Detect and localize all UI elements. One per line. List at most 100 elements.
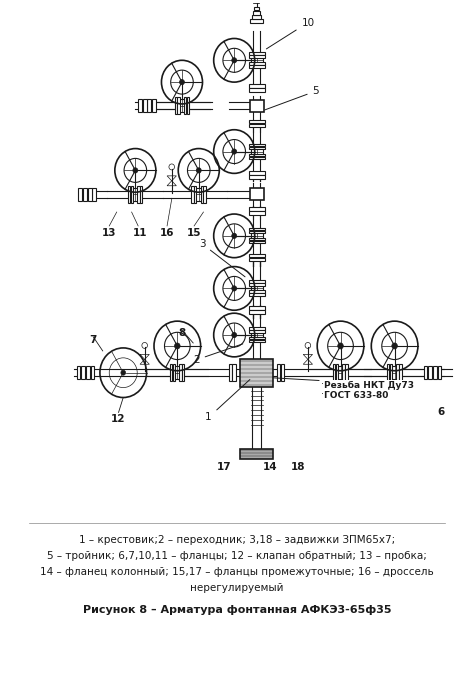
Bar — [251, 232, 263, 240]
Bar — [249, 254, 264, 257]
Bar — [240, 359, 273, 387]
Bar — [249, 290, 264, 293]
Text: Резьба НКТ Ду73
ГОСТ 633-80: Резьба НКТ Ду73 ГОСТ 633-80 — [324, 380, 414, 400]
Bar — [249, 284, 264, 286]
Bar — [249, 327, 264, 330]
Bar — [253, 11, 260, 15]
Bar — [251, 56, 263, 64]
Text: 14 – фланец колонный; 15,17 – фланцы промежуточные; 16 – дроссель: 14 – фланец колонный; 15,17 – фланцы про… — [40, 567, 434, 577]
Bar — [250, 188, 264, 200]
Bar — [228, 364, 232, 381]
Bar — [438, 366, 441, 379]
Bar — [337, 366, 344, 379]
Bar — [345, 364, 347, 381]
Bar — [249, 340, 264, 343]
Text: 3: 3 — [199, 239, 245, 277]
Bar — [249, 120, 264, 123]
Bar — [174, 97, 177, 114]
Bar — [249, 88, 264, 91]
Bar — [399, 364, 401, 381]
Bar — [131, 185, 133, 202]
Bar — [423, 366, 427, 379]
Bar — [179, 364, 182, 381]
Circle shape — [232, 58, 237, 63]
Bar — [249, 124, 264, 127]
Bar — [277, 364, 280, 381]
Bar — [191, 185, 194, 202]
Bar — [249, 238, 264, 240]
Circle shape — [133, 168, 138, 173]
Bar — [250, 19, 263, 22]
Bar — [249, 228, 264, 230]
Text: 14: 14 — [263, 462, 278, 472]
Bar — [250, 100, 264, 112]
Text: Рисунок 8 – Арматура фонтанная АФКЭ3-65ф35: Рисунок 8 – Арматура фонтанная АФКЭ3-65ф… — [83, 605, 391, 615]
Bar — [249, 231, 264, 234]
Bar — [138, 100, 142, 112]
Text: 2: 2 — [193, 344, 243, 365]
Bar — [88, 188, 91, 200]
Text: 1: 1 — [205, 380, 250, 422]
Bar — [390, 364, 392, 381]
Bar — [251, 331, 263, 339]
Circle shape — [232, 286, 237, 291]
Bar — [387, 364, 390, 381]
Bar — [249, 306, 264, 310]
Bar — [249, 144, 264, 146]
Bar — [249, 171, 264, 175]
Circle shape — [174, 343, 180, 349]
Bar — [342, 364, 345, 381]
Bar — [249, 211, 264, 215]
Bar — [249, 175, 264, 179]
Bar — [201, 185, 203, 202]
Bar — [77, 366, 80, 379]
Bar — [195, 188, 202, 200]
Bar — [433, 366, 437, 379]
Bar — [83, 188, 87, 200]
Bar — [203, 185, 206, 202]
Bar — [249, 154, 264, 156]
Bar — [143, 100, 146, 112]
Text: 16: 16 — [160, 228, 174, 238]
Circle shape — [180, 79, 184, 85]
Bar — [147, 100, 151, 112]
Bar — [132, 188, 139, 200]
Bar — [173, 366, 181, 379]
Bar — [249, 56, 264, 58]
Bar — [249, 65, 264, 68]
Circle shape — [196, 168, 201, 173]
Bar — [232, 364, 236, 381]
Bar — [177, 97, 180, 114]
Bar — [249, 258, 264, 261]
Circle shape — [232, 234, 237, 238]
Bar — [391, 366, 398, 379]
Text: 6: 6 — [438, 408, 445, 418]
Text: 8: 8 — [178, 328, 186, 338]
Bar — [249, 147, 264, 149]
Text: 17: 17 — [217, 462, 231, 472]
Bar — [249, 310, 264, 313]
Text: 1 – крестовик;2 – переходник; 3,18 – задвижки ЗПМ65х7;: 1 – крестовик;2 – переходник; 3,18 – зад… — [79, 536, 395, 546]
Bar — [178, 100, 186, 112]
Circle shape — [392, 343, 397, 349]
Bar — [128, 185, 130, 202]
Bar — [251, 284, 263, 292]
Bar — [187, 97, 189, 114]
Text: 18: 18 — [292, 462, 306, 472]
Bar — [281, 364, 284, 381]
Bar — [92, 188, 96, 200]
Bar — [173, 364, 175, 381]
Text: 15: 15 — [187, 228, 201, 238]
Bar — [428, 366, 432, 379]
Bar — [249, 52, 264, 55]
Bar — [137, 185, 139, 202]
Bar — [184, 97, 186, 114]
Text: 5: 5 — [265, 86, 319, 110]
Text: 11: 11 — [133, 228, 147, 238]
Bar — [249, 62, 264, 65]
Bar — [140, 185, 142, 202]
Bar — [396, 364, 399, 381]
Text: 5 – тройник; 6,7,10,11 – фланцы; 12 – клапан обратный; 13 – пробка;: 5 – тройник; 6,7,10,11 – фланцы; 12 – кл… — [47, 551, 427, 561]
Bar — [333, 364, 336, 381]
Bar — [249, 293, 264, 296]
